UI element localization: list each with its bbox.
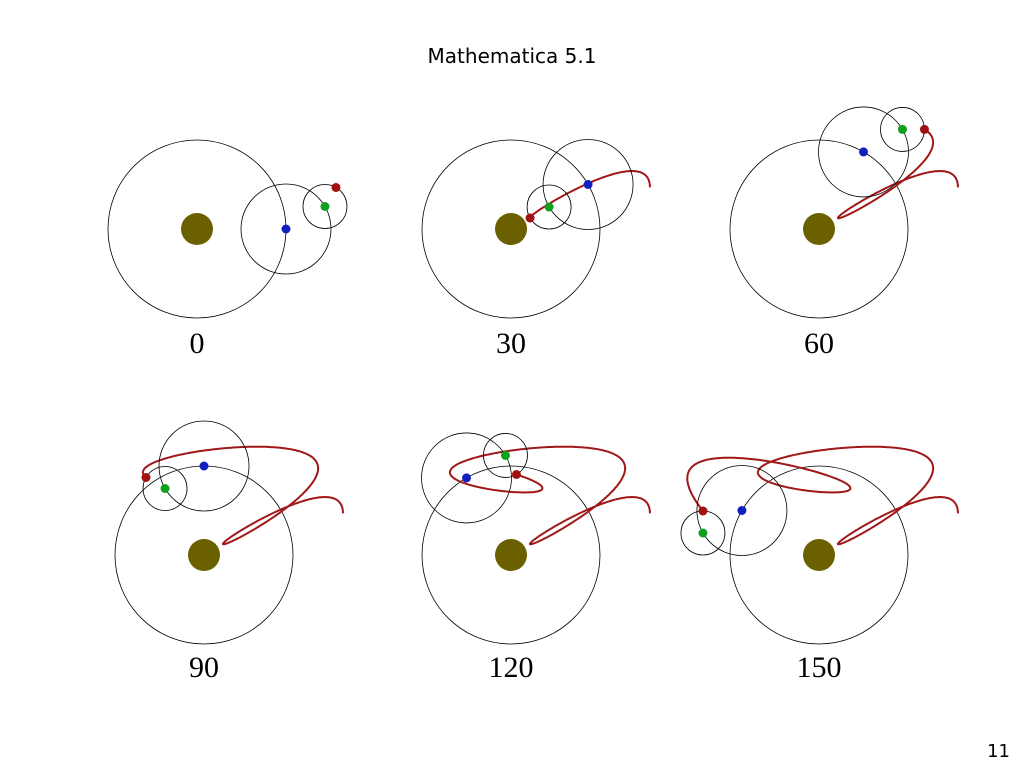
- epicycle-circle: [696, 465, 788, 556]
- panel-label: 120: [489, 651, 534, 684]
- green-point: [544, 202, 554, 212]
- epicycle-circle: [240, 183, 332, 275]
- epicycle-circle: [142, 466, 188, 511]
- sun: [495, 539, 527, 571]
- panel-label: 90: [189, 651, 219, 684]
- green-point: [698, 528, 708, 538]
- red-point: [919, 124, 929, 134]
- trail: [837, 128, 959, 220]
- red-point: [525, 213, 535, 223]
- epicycle-circle: [421, 432, 512, 524]
- blue-point: [859, 147, 868, 157]
- red-point: [511, 469, 521, 479]
- epicycle-circle: [158, 420, 250, 512]
- sun: [181, 213, 213, 245]
- trail: [141, 445, 344, 546]
- sun: [803, 539, 835, 571]
- panel: 30: [421, 139, 651, 360]
- epicycle-circle: [542, 139, 634, 230]
- orbit-circle: [729, 139, 909, 319]
- panel: 90: [114, 420, 344, 684]
- red-point: [141, 473, 151, 482]
- trail: [448, 445, 651, 546]
- blue-point: [737, 506, 747, 515]
- green-point: [897, 124, 907, 134]
- sun: [803, 213, 835, 245]
- panel: 150: [680, 445, 959, 684]
- epicycle-circle: [483, 433, 528, 478]
- panel: 120: [421, 432, 651, 684]
- epicycle-circle: [818, 106, 909, 198]
- panel-label: 0: [190, 327, 205, 360]
- blue-point: [281, 224, 291, 234]
- panel: 60: [729, 106, 959, 360]
- sun: [188, 539, 220, 571]
- trail: [686, 445, 959, 546]
- blue-point: [462, 473, 471, 483]
- epicycle-circle: [302, 184, 348, 229]
- orbit-circle: [729, 465, 909, 645]
- red-point: [698, 506, 708, 516]
- panel-label: 150: [797, 651, 842, 684]
- orbit-circle: [421, 139, 601, 319]
- page-number: 11: [987, 741, 1010, 762]
- panel-label: 30: [496, 327, 526, 360]
- slide-title: Mathematica 5.1: [428, 44, 597, 68]
- blue-point: [199, 461, 209, 471]
- orbit-circle: [421, 465, 601, 645]
- green-point: [320, 202, 330, 211]
- green-point: [160, 484, 170, 493]
- epicycle-circle: [526, 184, 572, 230]
- red-point: [331, 182, 341, 192]
- blue-point: [583, 180, 593, 189]
- panel-label: 60: [804, 327, 834, 360]
- panel: 0: [107, 139, 348, 360]
- sun: [495, 213, 527, 245]
- green-point: [500, 450, 510, 460]
